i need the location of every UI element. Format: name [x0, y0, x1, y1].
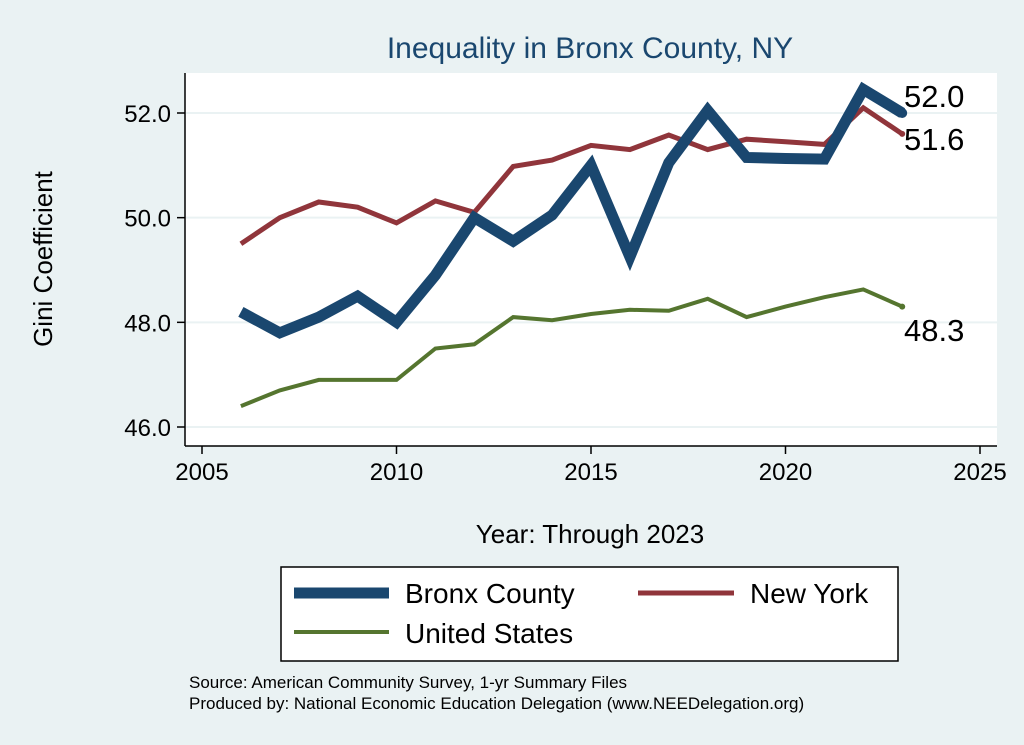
x-tick-label: 2020 — [759, 459, 812, 486]
series-end-point — [897, 108, 908, 118]
y-tick-label: 52.0 — [124, 101, 171, 128]
x-tick-label: 2015 — [564, 459, 617, 486]
y-tick-label: 46.0 — [124, 415, 171, 442]
x-tick-label: 2025 — [953, 459, 1006, 486]
plot-area — [185, 73, 997, 446]
x-ticks: 2005 2010 2015 2020 2025 — [175, 446, 1007, 486]
producer-note: Produced by: National Economic Education… — [189, 694, 804, 713]
legend-box — [280, 566, 899, 662]
legend: Bronx County New York United States — [280, 566, 899, 662]
end-label-united-states: 48.3 — [904, 313, 964, 348]
series-line-new-york — [239, 104, 904, 246]
legend-label: Bronx County — [405, 578, 575, 609]
series-end-point — [899, 303, 906, 310]
x-tick-label: 2005 — [175, 459, 228, 486]
series-group — [238, 81, 908, 408]
source-note: Source: American Community Survey, 1-yr … — [189, 673, 627, 692]
end-label-bronx-county: 52.0 — [904, 79, 964, 114]
chart-title: Inequality in Bronx County, NY — [387, 32, 793, 65]
x-tick-label: 2010 — [370, 459, 423, 486]
series-line-united-states — [240, 287, 904, 408]
series-end-point — [899, 130, 906, 137]
y-axis-label: Gini Coefficient — [28, 170, 58, 347]
legend-label: United States — [405, 618, 573, 649]
end-label-new-york: 51.6 — [904, 122, 964, 157]
gridlines — [186, 112, 997, 428]
end-labels: 52.0 51.6 48.3 — [904, 79, 964, 348]
legend-label: New York — [750, 578, 869, 609]
x-axis-label: Year: Through 2023 — [476, 519, 704, 549]
series-line-bronx-county — [238, 81, 906, 339]
y-tick-label: 50.0 — [124, 206, 171, 233]
y-ticks: 46.0 48.0 50.0 52.0 — [124, 101, 185, 442]
y-tick-label: 48.0 — [124, 310, 171, 337]
